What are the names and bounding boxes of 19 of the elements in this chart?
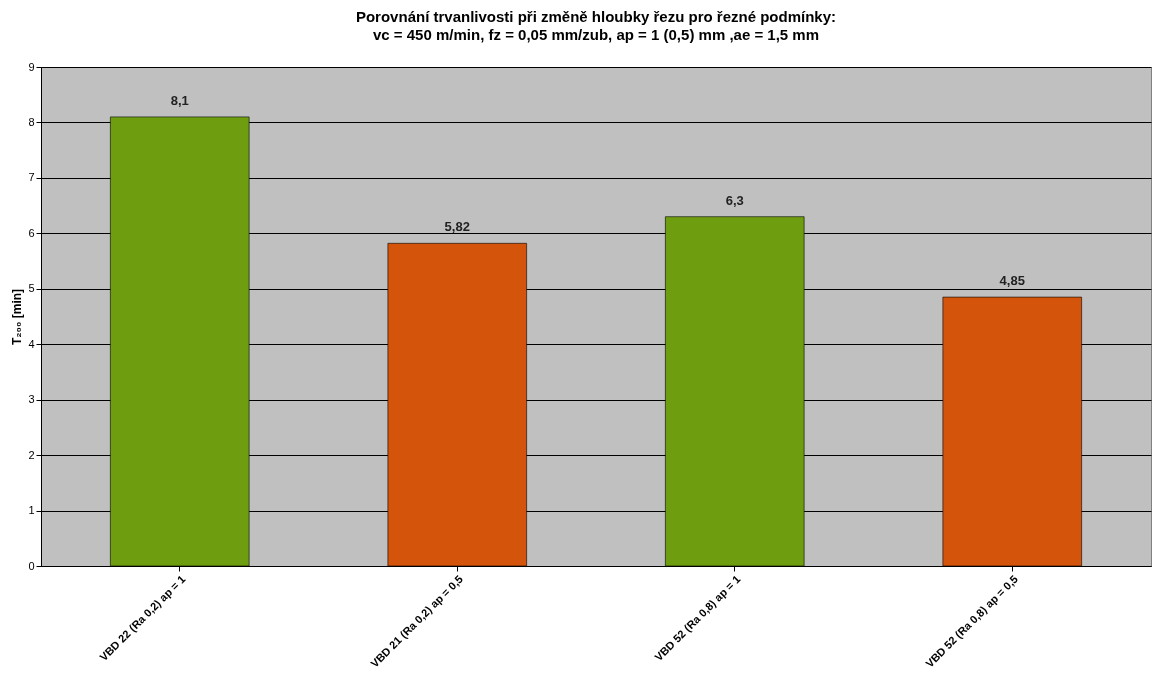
y-tick-label: 7 bbox=[28, 171, 35, 184]
y-tick-label: 3 bbox=[28, 393, 35, 406]
chart-title: Porovnání trvanlivosti při změně hloubky řezu pro řezné podmínky: bbox=[355, 8, 837, 25]
y-tick-label: 2 bbox=[28, 448, 35, 461]
y-tick-label: 5 bbox=[28, 282, 35, 295]
y-tick-label: 6 bbox=[28, 226, 35, 239]
y-axis-title: T₂₀₀ [min] bbox=[10, 288, 25, 346]
x-tick-label: VBD 52 (Ra 0,8) ap = 0,5 bbox=[923, 572, 1021, 670]
y-tick-label: 8 bbox=[28, 115, 35, 128]
y-tick-label: 1 bbox=[28, 504, 35, 517]
y-tick-label: 4 bbox=[28, 337, 35, 350]
data-label: 8,1 bbox=[170, 92, 189, 108]
y-tick-label: 9 bbox=[28, 60, 35, 73]
data-label: 6,3 bbox=[725, 192, 744, 208]
chart-subtitle: vc = 450 m/min, fz = 0,05 mm/zub, ap = 1 (0,5) mm ,ae = 1,5 mm bbox=[372, 26, 820, 43]
data-label: 4,85 bbox=[999, 273, 1025, 289]
data-label: 5,82 bbox=[444, 219, 470, 235]
x-tick-label: VBD 21 (Ra 0,2) ap = 0,5 bbox=[368, 572, 466, 670]
y-tick-label: 0 bbox=[28, 559, 35, 572]
